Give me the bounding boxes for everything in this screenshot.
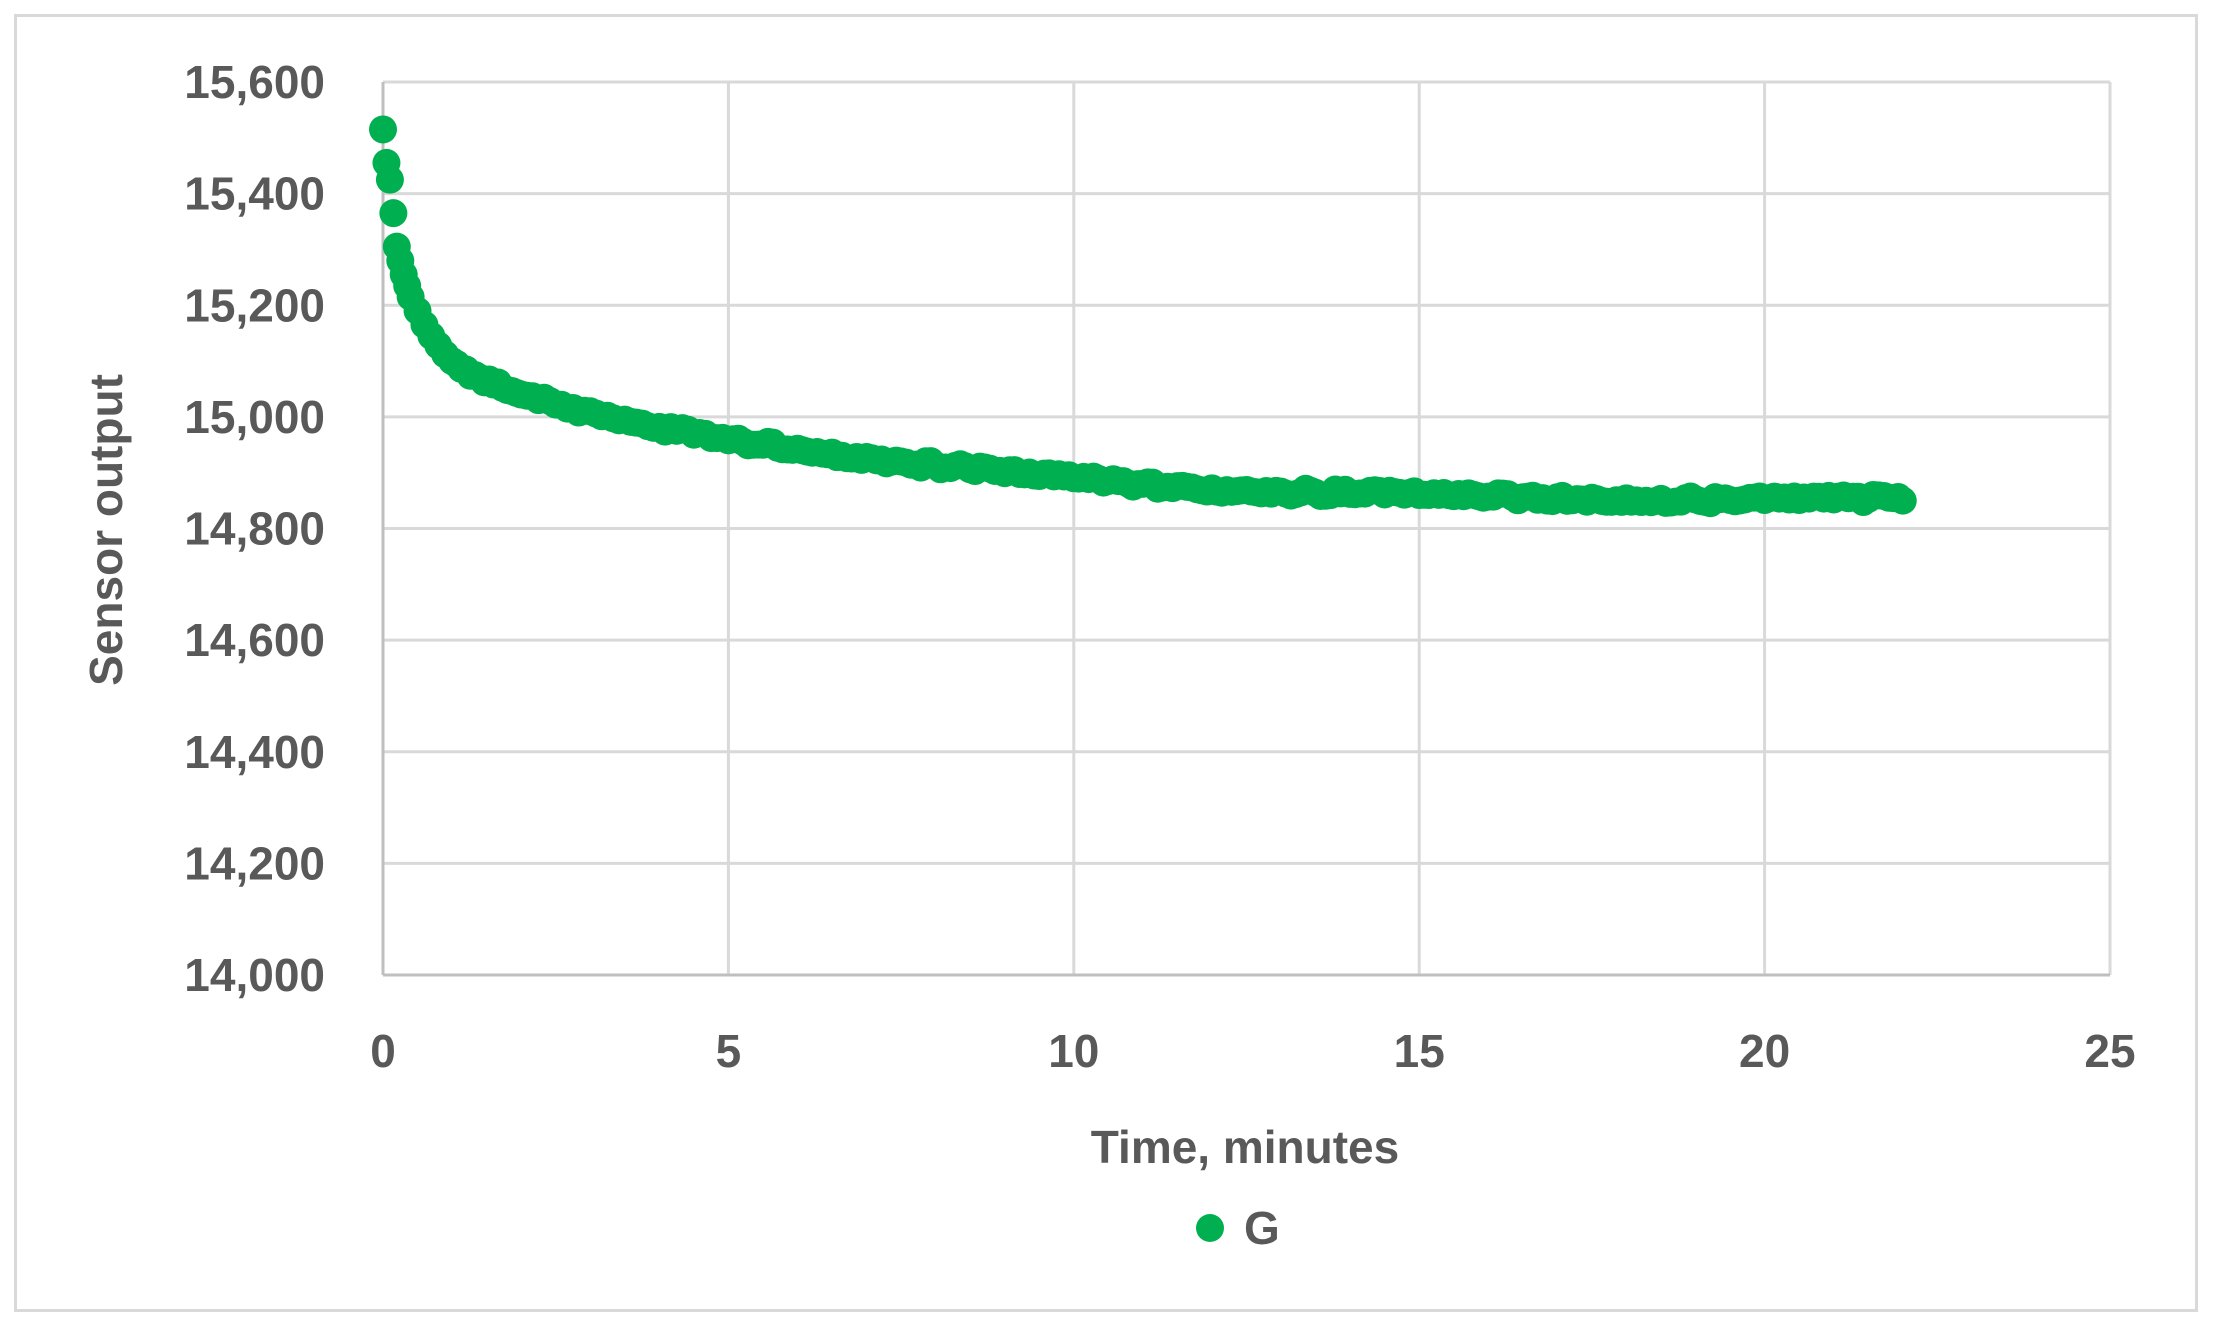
data-point — [749, 431, 777, 459]
data-point — [1233, 476, 1261, 504]
grid-layer — [383, 82, 2110, 975]
y-axis-title: Sensor output — [80, 374, 132, 686]
data-point — [783, 435, 811, 463]
data-point — [1578, 484, 1606, 512]
legend-label-g: G — [1244, 1202, 1280, 1254]
data-point — [1163, 472, 1191, 500]
data-point — [1612, 484, 1640, 512]
data-point — [1647, 485, 1675, 513]
x-tick-label: 20 — [1739, 1025, 1790, 1077]
data-point — [1543, 483, 1571, 511]
data-point — [1751, 486, 1779, 514]
data-point — [369, 115, 397, 143]
x-tick-label: 0 — [370, 1025, 396, 1077]
data-point — [1405, 481, 1433, 509]
data-point — [1474, 483, 1502, 511]
x-tick-label: 5 — [716, 1025, 742, 1077]
y-tick-label: 15,200 — [184, 279, 325, 331]
data-point — [956, 455, 984, 483]
y-tick-label: 15,400 — [184, 168, 325, 220]
x-tick-label: 10 — [1048, 1025, 1099, 1077]
y-tick-label: 14,400 — [184, 726, 325, 778]
data-point — [1129, 470, 1157, 498]
data-point — [1060, 464, 1088, 492]
x-tick-labels: 0 5 10 15 20 25 — [370, 1025, 2135, 1077]
series-g-points — [369, 115, 1917, 517]
data-point — [887, 448, 915, 476]
data-point — [1302, 479, 1330, 507]
y-tick-label: 14,200 — [184, 837, 325, 889]
y-tick-label: 14,800 — [184, 503, 325, 555]
data-point — [376, 166, 404, 194]
y-tick-label: 14,600 — [184, 614, 325, 666]
data-point — [1682, 485, 1710, 513]
data-point — [991, 459, 1019, 487]
x-tick-label: 25 — [2084, 1025, 2135, 1077]
data-point — [1889, 487, 1917, 515]
data-point — [922, 451, 950, 479]
legend: G — [1196, 1202, 1280, 1254]
x-axis-title: Time, minutes — [1091, 1121, 1399, 1173]
data-point — [1336, 480, 1364, 508]
data-point — [379, 199, 407, 227]
data-point — [1509, 483, 1537, 511]
data-point — [1025, 462, 1053, 490]
data-point — [1371, 480, 1399, 508]
data-point — [818, 439, 846, 467]
data-point — [853, 443, 881, 471]
data-point — [1094, 467, 1122, 495]
y-tick-label: 14,000 — [184, 949, 325, 1001]
data-point — [1785, 486, 1813, 514]
y-tick-label: 15,600 — [184, 56, 325, 108]
data-point — [1440, 482, 1468, 510]
data-point — [1716, 486, 1744, 514]
data-point — [1267, 478, 1295, 506]
y-tick-labels: 14,000 14,200 14,400 14,600 14,800 15,000 15,2… — [184, 56, 325, 1001]
data-point — [1820, 485, 1848, 513]
data-point — [1198, 474, 1226, 502]
y-tick-label: 15,000 — [184, 391, 325, 443]
legend-marker-g — [1196, 1214, 1224, 1242]
data-point — [714, 426, 742, 454]
x-tick-label: 15 — [1394, 1025, 1445, 1077]
